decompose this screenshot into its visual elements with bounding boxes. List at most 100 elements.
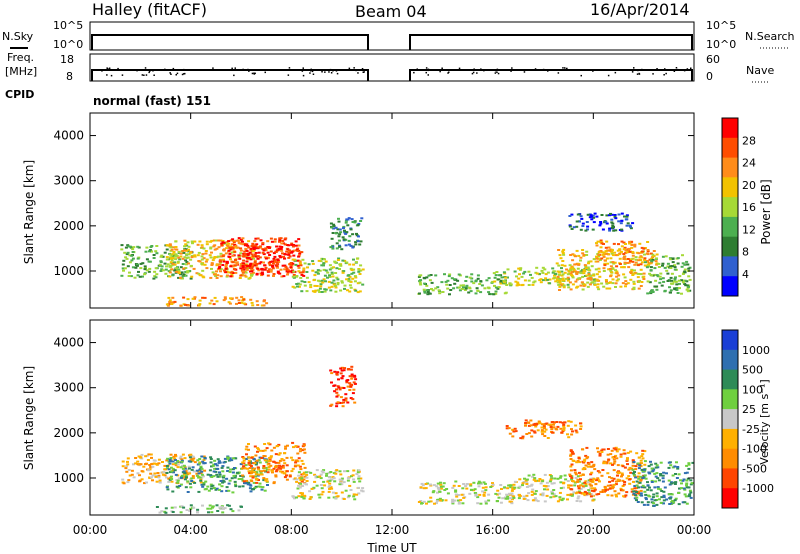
power-data-cell-10-5 bbox=[600, 257, 604, 260]
velocity-data-cell-8-80 bbox=[627, 478, 631, 481]
power-data-cell-11-15 bbox=[678, 275, 682, 278]
velocity-data-cell-4-41 bbox=[218, 506, 222, 509]
velocity-data-cell-0-121 bbox=[139, 456, 143, 459]
velocity-data-cell-4-19 bbox=[160, 510, 164, 513]
power-data-cell-4-79 bbox=[350, 272, 354, 275]
power-data-cell-4-149 bbox=[294, 263, 298, 266]
velocity-data-cell-8-194 bbox=[606, 448, 610, 450]
velocity-data-cell-0-160 bbox=[127, 469, 131, 471]
power-data-cell-4-42 bbox=[352, 268, 356, 271]
velocity-data-cell-1-106 bbox=[170, 478, 174, 480]
power-data-cell-9-118 bbox=[577, 254, 581, 257]
power-data-cell-10-91 bbox=[612, 242, 616, 245]
power-data-cell-8-62 bbox=[508, 282, 512, 285]
power-data-cell-2-237 bbox=[241, 270, 245, 273]
velocity-data-cell-2-134 bbox=[274, 461, 278, 464]
power-data-cell-9-132 bbox=[609, 265, 613, 268]
velocity-data-cell-2-102 bbox=[299, 448, 303, 450]
power-data-cell-12-47 bbox=[575, 220, 579, 223]
power-data-cell-1-142 bbox=[219, 252, 223, 255]
power-data-cell-2-227 bbox=[292, 249, 296, 252]
power-data-cell-9-222 bbox=[561, 260, 565, 262]
power-data-cell-9-109 bbox=[598, 275, 602, 278]
power-cbar-swatch-4 bbox=[722, 197, 738, 218]
velocity-data-cell-5-28 bbox=[338, 401, 342, 404]
velocity-data-cell-0-134 bbox=[126, 463, 130, 466]
power-data-cell-0-7 bbox=[128, 261, 132, 264]
velocity-data-cell-9-68 bbox=[637, 467, 641, 470]
velocity-data-cell-3-49 bbox=[303, 482, 307, 485]
nave-dot-117 bbox=[669, 69, 671, 71]
velocity-data-cell-2-64 bbox=[277, 461, 281, 464]
power-data-cell-9-241 bbox=[581, 275, 585, 278]
velocity-data-cell-3-145 bbox=[339, 473, 343, 476]
power-data-cell-6-4 bbox=[332, 225, 336, 228]
nave-dot-107 bbox=[542, 68, 545, 71]
velocity-data-cell-1-143 bbox=[231, 468, 235, 471]
velocity-data-cell-6-83 bbox=[510, 497, 514, 500]
power-data-cell-1-76 bbox=[181, 257, 185, 260]
power-data-cell-5-61 bbox=[187, 304, 191, 307]
velocity-data-cell-3-23 bbox=[328, 488, 332, 490]
velocity-data-cell-1-243 bbox=[222, 461, 226, 464]
power-data-cell-2-127 bbox=[230, 246, 234, 249]
power-data-cell-2-93 bbox=[254, 237, 258, 240]
velocity-data-cell-7-47 bbox=[537, 479, 541, 482]
velocity-data-cell-4-10 bbox=[164, 511, 168, 514]
power-yticks-label-0: 4000 bbox=[53, 129, 84, 143]
power-data-cell-3-36 bbox=[269, 260, 273, 263]
power-data-cell-4-45 bbox=[330, 285, 334, 288]
nave-dot-100 bbox=[181, 73, 184, 76]
power-data-cell-0-58 bbox=[159, 270, 163, 272]
power-data-cell-7-27 bbox=[464, 280, 468, 282]
velocity-data-cell-7-114 bbox=[553, 477, 557, 480]
velocity-data-cell-2-94 bbox=[278, 452, 282, 455]
power-data-cell-4-52 bbox=[312, 279, 316, 282]
velocity-data-cell-8-179 bbox=[631, 459, 635, 462]
power-data-cell-8-114 bbox=[515, 284, 519, 287]
velocity-data-cell-1-165 bbox=[188, 456, 192, 459]
power-data-cell-0-71 bbox=[126, 244, 130, 247]
power-data-cell-3-21 bbox=[257, 246, 261, 249]
velocity-data-cell-10-94 bbox=[554, 427, 558, 430]
velocity-data-cell-1-177 bbox=[202, 462, 206, 465]
power-data-cell-5-12 bbox=[186, 298, 190, 301]
power-data-cell-0-6 bbox=[153, 275, 157, 278]
power-data-cell-0-127 bbox=[187, 253, 191, 256]
velocity-data-cell-10-46 bbox=[561, 421, 565, 424]
velocity-data-cell-2-131 bbox=[279, 465, 283, 468]
velocity-data-cell-3-48 bbox=[352, 478, 356, 481]
power-data-cell-8-27 bbox=[560, 267, 563, 270]
velocity-data-cell-1-22 bbox=[174, 473, 178, 476]
velocity-data-cell-3-125 bbox=[295, 496, 298, 499]
velocity-data-cell-1-30 bbox=[213, 467, 217, 470]
velocity-data-cell-10-10 bbox=[570, 433, 574, 436]
power-data-cell-10-7 bbox=[643, 264, 647, 267]
velocity-data-cell-1-168 bbox=[223, 457, 227, 460]
power-cbar-swatch-6 bbox=[722, 236, 738, 257]
velocity-data-cell-7-56 bbox=[549, 496, 553, 499]
power-data-cell-1-203 bbox=[198, 260, 202, 263]
power-data-cell-7-57 bbox=[491, 280, 495, 283]
velocity-data-cell-9-50 bbox=[651, 496, 655, 499]
velocity-data-cell-0-165 bbox=[140, 470, 144, 473]
velocity-data-cell-0-148 bbox=[146, 459, 150, 461]
velocity-data-cell-7-10 bbox=[579, 484, 583, 487]
velocity-data-cell-2-101 bbox=[251, 475, 255, 478]
velocity-data-cell-1-211 bbox=[180, 460, 184, 463]
nave-dot-114 bbox=[170, 73, 172, 75]
velocity-data-cell-8-69 bbox=[614, 483, 618, 486]
velocity-data-cell-8-4 bbox=[626, 457, 629, 460]
power-data-cell-5-32 bbox=[240, 296, 244, 299]
power-data-cell-8-101 bbox=[537, 272, 541, 275]
power-data-cell-10-21 bbox=[599, 246, 603, 249]
velocity-data-cell-6-151 bbox=[422, 500, 426, 503]
power-data-cell-4-36 bbox=[345, 278, 349, 281]
velocity-data-cell-4-35 bbox=[171, 511, 175, 513]
velocity-data-cell-6-148 bbox=[436, 491, 439, 494]
power-data-cell-9-114 bbox=[558, 271, 562, 274]
power-data-cell-9-173 bbox=[561, 252, 565, 254]
velocity-data-cell-9-173 bbox=[636, 501, 640, 503]
velocity-data-cell-3-2 bbox=[346, 496, 350, 499]
